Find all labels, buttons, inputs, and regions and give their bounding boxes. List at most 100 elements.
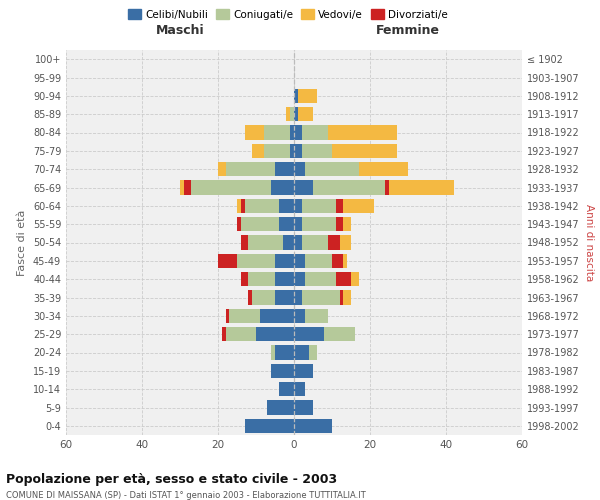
Bar	[237, 198, 241, 213]
Bar	[241, 272, 248, 286]
Bar	[222, 327, 226, 342]
Bar	[275, 346, 294, 360]
Bar	[332, 254, 343, 268]
Bar	[245, 418, 294, 433]
Bar	[359, 162, 408, 176]
Bar	[302, 217, 336, 232]
Bar	[294, 198, 302, 213]
Bar	[290, 107, 294, 122]
Bar	[294, 217, 302, 232]
Bar	[290, 144, 294, 158]
Bar	[351, 272, 359, 286]
Bar	[294, 382, 305, 396]
Bar	[298, 88, 317, 103]
Bar	[256, 327, 294, 342]
Bar	[294, 88, 298, 103]
Bar	[294, 236, 302, 250]
Bar	[298, 107, 313, 122]
Bar	[226, 162, 275, 176]
Bar	[237, 217, 241, 232]
Bar	[263, 126, 290, 140]
Bar	[252, 144, 263, 158]
Bar	[294, 290, 302, 304]
Bar	[275, 254, 294, 268]
Bar	[343, 198, 374, 213]
Bar	[260, 308, 294, 323]
Bar	[302, 236, 328, 250]
Text: COMUNE DI MAISSANA (SP) - Dati ISTAT 1° gennaio 2003 - Elaborazione TUTTITALIA.I: COMUNE DI MAISSANA (SP) - Dati ISTAT 1° …	[6, 491, 366, 500]
Bar	[340, 236, 351, 250]
Bar	[294, 308, 305, 323]
Bar	[305, 254, 332, 268]
Bar	[294, 327, 325, 342]
Y-axis label: Anni di nascita: Anni di nascita	[584, 204, 593, 281]
Bar	[343, 290, 351, 304]
Legend: Celibi/Nubili, Coniugati/e, Vedovi/e, Divorziati/e: Celibi/Nubili, Coniugati/e, Vedovi/e, Di…	[124, 5, 452, 24]
Bar	[309, 346, 317, 360]
Bar	[279, 217, 294, 232]
Bar	[328, 126, 397, 140]
Bar	[343, 254, 347, 268]
Bar	[241, 236, 248, 250]
Bar	[302, 144, 332, 158]
Bar	[263, 144, 290, 158]
Bar	[340, 290, 343, 304]
Bar	[268, 400, 294, 414]
Bar	[286, 107, 290, 122]
Bar	[237, 254, 275, 268]
Bar	[279, 382, 294, 396]
Bar	[336, 272, 351, 286]
Bar	[294, 400, 313, 414]
Bar	[241, 198, 245, 213]
Bar	[279, 198, 294, 213]
Bar	[290, 126, 294, 140]
Bar	[245, 126, 263, 140]
Bar	[294, 180, 313, 194]
Text: Popolazione per età, sesso e stato civile - 2003: Popolazione per età, sesso e stato civil…	[6, 472, 337, 486]
Y-axis label: Fasce di età: Fasce di età	[17, 210, 27, 276]
Bar	[180, 180, 184, 194]
Bar	[271, 346, 275, 360]
Bar	[294, 162, 305, 176]
Bar	[294, 144, 302, 158]
Bar	[229, 308, 260, 323]
Bar	[252, 290, 275, 304]
Bar	[305, 272, 336, 286]
Bar	[294, 346, 309, 360]
Bar	[271, 364, 294, 378]
Bar	[302, 126, 328, 140]
Bar	[184, 180, 191, 194]
Bar	[275, 272, 294, 286]
Bar	[332, 144, 397, 158]
Text: Maschi: Maschi	[155, 24, 205, 37]
Bar	[226, 308, 229, 323]
Bar	[302, 198, 336, 213]
Bar	[294, 418, 332, 433]
Bar	[389, 180, 454, 194]
Bar	[248, 272, 275, 286]
Bar	[294, 364, 313, 378]
Bar	[191, 180, 271, 194]
Bar	[226, 327, 256, 342]
Bar	[271, 180, 294, 194]
Bar	[302, 290, 340, 304]
Bar	[336, 217, 343, 232]
Bar	[218, 254, 237, 268]
Bar	[325, 327, 355, 342]
Bar	[294, 126, 302, 140]
Bar	[294, 254, 305, 268]
Bar	[241, 217, 279, 232]
Bar	[275, 162, 294, 176]
Bar	[248, 290, 252, 304]
Bar	[305, 162, 359, 176]
Bar	[275, 290, 294, 304]
Bar	[343, 217, 351, 232]
Bar	[245, 198, 279, 213]
Bar	[305, 308, 328, 323]
Text: Femmine: Femmine	[376, 24, 440, 37]
Bar	[328, 236, 340, 250]
Bar	[294, 272, 305, 286]
Bar	[283, 236, 294, 250]
Bar	[336, 198, 343, 213]
Bar	[218, 162, 226, 176]
